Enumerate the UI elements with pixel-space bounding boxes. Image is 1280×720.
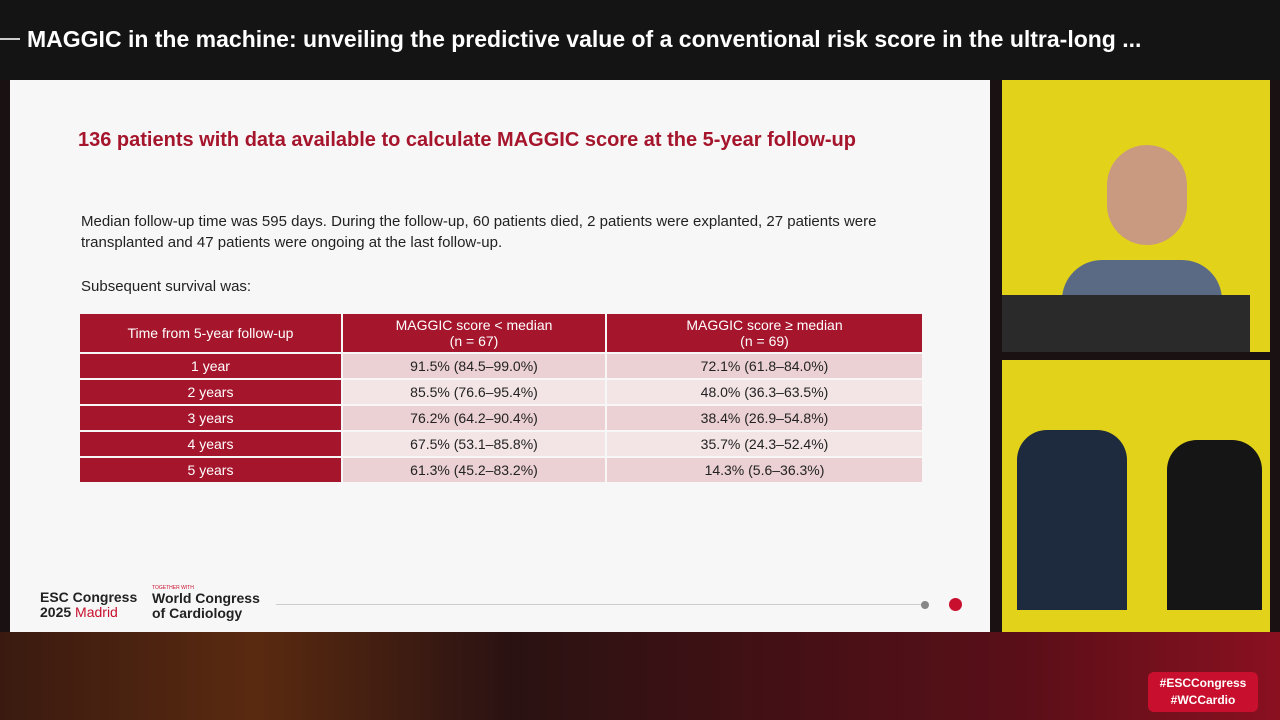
row-label: 3 years <box>80 406 341 430</box>
panelist <box>1017 430 1127 610</box>
row-label: 1 year <box>80 354 341 378</box>
column-header: MAGGIC score ≥ median (n = 69) <box>607 314 922 352</box>
cell: 91.5% (84.5–99.0%) <box>343 354 605 378</box>
table-row: 4 years 67.5% (53.1–85.8%) 35.7% (24.3–52.… <box>80 432 922 456</box>
header-line: (n = 67) <box>449 333 499 349</box>
speaker-head <box>1107 145 1187 245</box>
header-line: MAGGIC score < median <box>395 317 553 333</box>
header-title: MAGGIC in the machine: unveiling the pre… <box>27 26 1142 52</box>
cell: 14.3% (5.6–36.3%) <box>607 458 922 482</box>
header-line: Time from 5-year follow-up <box>127 325 294 341</box>
header-bar: MAGGIC in the machine: unveiling the pre… <box>0 0 1280 80</box>
logo-text: ESC Congress <box>40 589 138 605</box>
table-row: 5 years 61.3% (45.2–83.2%) 14.3% (5.6–36.3… <box>80 458 922 482</box>
table-row: 1 year 91.5% (84.5–99.0%) 72.1% (61.8–84.0… <box>80 354 922 378</box>
subheading: Subsequent survival was: <box>81 278 252 295</box>
row-label: 5 years <box>80 458 341 482</box>
esc-logo: ESC Congress 2025 Madrid <box>40 590 137 620</box>
speaker-video <box>1002 80 1270 352</box>
table-row: 3 years 76.2% (64.2–90.4%) 38.4% (26.9–54.… <box>80 406 922 430</box>
cell: 61.3% (45.2–83.2%) <box>343 458 605 482</box>
hashtag: #ESCCongress <box>1159 676 1247 690</box>
slide: 136 patients with data available to calc… <box>10 80 990 632</box>
panel-video <box>1002 360 1270 632</box>
cell: 38.4% (26.9–54.8%) <box>607 406 922 430</box>
cell: 48.0% (36.3–63.5%) <box>607 380 922 404</box>
progress-dot <box>921 601 929 609</box>
column-header: MAGGIC score < median (n = 67) <box>343 314 605 352</box>
background-glow <box>0 632 1280 720</box>
cell: 85.5% (76.6–95.4%) <box>343 380 605 404</box>
hashtags: #ESCCongress #WCCardio <box>1148 672 1258 712</box>
logo-text: World Congress <box>152 590 260 606</box>
column-header: Time from 5-year follow-up <box>80 314 341 352</box>
cell: 67.5% (53.1–85.8%) <box>343 432 605 456</box>
logo-text: of Cardiology <box>152 605 243 621</box>
slide-title: 136 patients with data available to calc… <box>78 129 856 151</box>
row-label: 4 years <box>80 432 341 456</box>
progress-dot <box>949 598 962 611</box>
progress-line <box>0 38 20 40</box>
paragraph: Median follow-up time was 595 days. Duri… <box>81 213 877 251</box>
row-label: 2 years <box>80 380 341 404</box>
cell: 76.2% (64.2–90.4%) <box>343 406 605 430</box>
survival-table: Time from 5-year follow-up MAGGIC score <… <box>78 312 924 484</box>
logo-text: TOGETHER WITH <box>152 585 194 591</box>
header-line: MAGGIC score ≥ median <box>686 317 843 333</box>
logo-text: 2025 <box>40 604 72 620</box>
cell: 35.7% (24.3–52.4%) <box>607 432 922 456</box>
wcc-logo: TOGETHER WITH World Congress of Cardiolo… <box>152 585 260 621</box>
monitor <box>1002 295 1250 352</box>
cell: 72.1% (61.8–84.0%) <box>607 354 922 378</box>
header-line: (n = 69) <box>740 333 789 349</box>
table-row: 2 years 85.5% (76.6–95.4%) 48.0% (36.3–63.… <box>80 380 922 404</box>
logo-text: Madrid <box>75 604 118 620</box>
slide-progress <box>276 604 924 605</box>
panelist <box>1167 440 1262 610</box>
hashtag: #WCCardio <box>1170 693 1236 707</box>
